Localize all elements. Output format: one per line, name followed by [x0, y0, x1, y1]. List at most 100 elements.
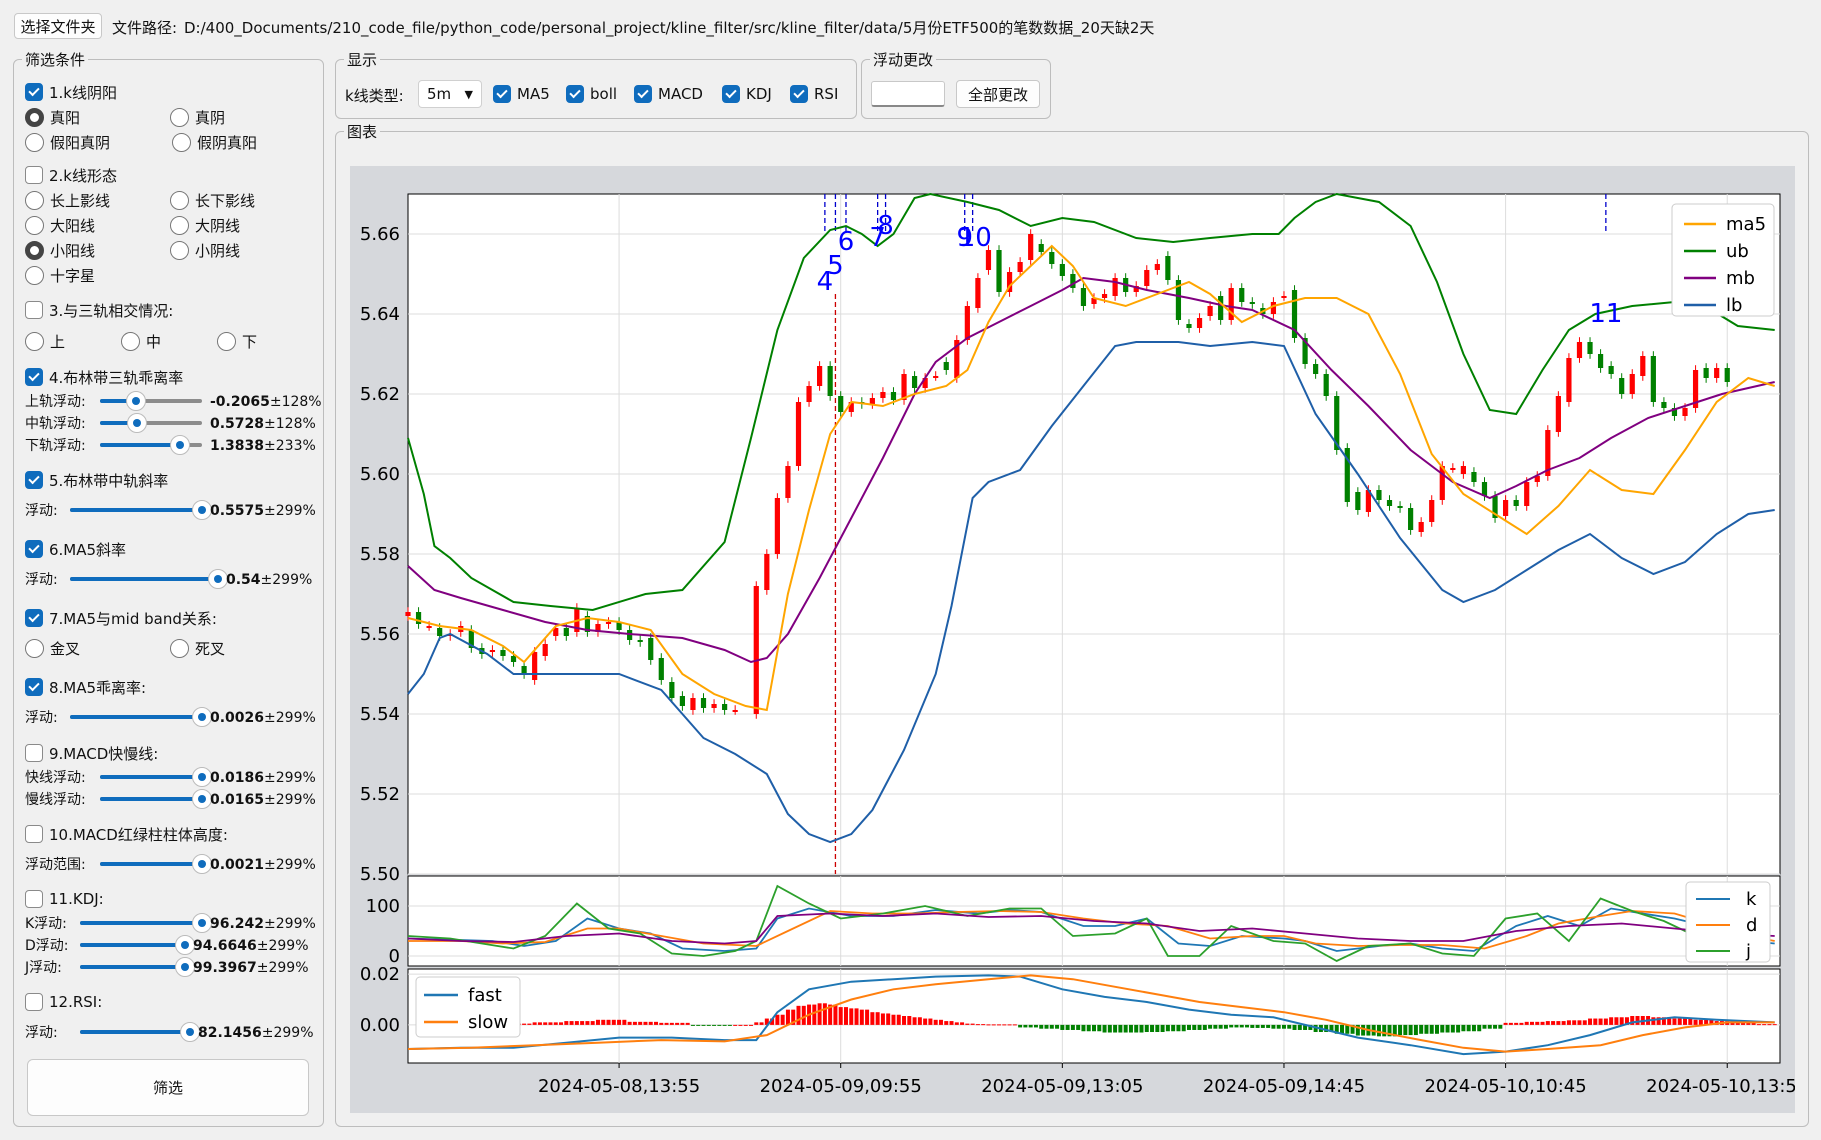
candle-body: [658, 658, 664, 680]
slider-handle[interactable]: [125, 391, 146, 411]
slider-track[interactable]: [100, 789, 212, 809]
macd-bar: [1044, 1024, 1049, 1029]
filter-c2-radio-1[interactable]: 长下影线: [170, 189, 255, 211]
filter-c2-checkbox[interactable]: 2.k线形态: [25, 164, 117, 186]
candle-body: [1070, 274, 1076, 288]
slider-track[interactable]: [70, 500, 212, 520]
slider-handle[interactable]: [192, 789, 212, 809]
slider-track[interactable]: [100, 435, 202, 455]
macd-bar: [701, 1024, 706, 1026]
toggle-rsi[interactable]: RSI: [790, 83, 838, 105]
slider-track[interactable]: [80, 913, 212, 933]
slider-track[interactable]: [100, 854, 212, 874]
slider-handle[interactable]: [192, 913, 212, 933]
slider-range: ±299%: [264, 770, 316, 786]
toggle-ma5[interactable]: MA5: [493, 83, 550, 105]
filter-c1-radio-0[interactable]: 真阳: [25, 106, 80, 128]
filter-c7-radio-0[interactable]: 金叉: [25, 637, 80, 659]
filter-c6-checkbox[interactable]: 6.MA5斜率: [25, 538, 126, 560]
macd-bar: [1376, 1024, 1381, 1037]
checkbox-icon: [25, 744, 43, 762]
filter-c3-radio-0[interactable]: 上: [25, 330, 65, 352]
filter-c4-s2-slider-row: 中轨浮动: 0.5728±128%: [25, 412, 316, 434]
macd-bar: [1588, 1018, 1593, 1025]
filter-c12-checkbox[interactable]: 12.RSI:: [25, 991, 102, 1013]
filter-c3-radio-1[interactable]: 中: [121, 330, 161, 352]
candle-body: [1692, 370, 1699, 408]
slider-handle[interactable]: [180, 1022, 200, 1042]
radio-icon: [170, 215, 189, 235]
slider-track[interactable]: [100, 767, 212, 787]
slider-track[interactable]: [100, 413, 202, 433]
slider-handle[interactable]: [175, 957, 195, 977]
radio-label: 小阴线: [195, 241, 241, 260]
slider-track[interactable]: [70, 569, 228, 589]
slider-handle[interactable]: [126, 413, 147, 433]
filter-c2-radio-6[interactable]: 十字星: [25, 264, 95, 286]
slider-track[interactable]: [80, 957, 195, 977]
filter-c3-checkbox[interactable]: 3.与三轨相交情况:: [25, 299, 173, 321]
slider-track[interactable]: [70, 707, 212, 727]
macd-bar: [1223, 1024, 1228, 1029]
apply-all-button[interactable]: 全部更改: [956, 80, 1040, 108]
float-change-input[interactable]: [871, 81, 945, 107]
slider-label: 浮动范围:: [25, 857, 86, 873]
macd-bar: [1656, 1017, 1661, 1025]
filter-c10-checkbox[interactable]: 10.MACD红绿柱柱体高度:: [25, 823, 228, 845]
slider-handle[interactable]: [192, 500, 212, 520]
filter-c2-radio-4[interactable]: 小阳线: [25, 239, 95, 261]
macd-bar: [638, 1021, 643, 1025]
filter-c8-checkbox[interactable]: 8.MA5乖离率:: [25, 676, 146, 698]
filter-c7-checkbox[interactable]: 7.MA5与mid band关系:: [25, 607, 217, 629]
slider-handle[interactable]: [175, 935, 195, 955]
slider-handle[interactable]: [192, 767, 212, 787]
slider-value: 0.0186: [210, 770, 265, 786]
macd-bar: [754, 1022, 759, 1025]
toggle-macd[interactable]: MACD: [634, 83, 703, 105]
filter-c2-radio-5[interactable]: 小阴线: [170, 239, 240, 261]
candle-body: [437, 628, 443, 636]
slider-track[interactable]: [80, 935, 195, 955]
filter-c2-radio-0[interactable]: 长上影线: [25, 189, 110, 211]
filter-c1-radio-3[interactable]: 假阴真阳: [172, 131, 257, 153]
slider-value: 99.3967: [193, 960, 257, 976]
slider-handle[interactable]: [169, 435, 190, 455]
filter-c1-radio-1[interactable]: 真阴: [170, 106, 225, 128]
select-folder-button[interactable]: 选择文件夹: [14, 13, 102, 39]
slider-handle[interactable]: [208, 569, 228, 589]
macd-bar: [1598, 1018, 1603, 1025]
candle-body: [1714, 368, 1720, 378]
filter-c1-radio-2[interactable]: 假阳真阴: [25, 131, 110, 153]
macd-bar: [648, 1021, 653, 1025]
macd-bar: [917, 1017, 922, 1025]
checkbox-icon: [493, 85, 511, 103]
radio-icon: [25, 190, 44, 210]
slider-handle[interactable]: [192, 854, 212, 874]
candle-body: [1555, 396, 1561, 432]
filter-c11-s2-slider-row: D浮动: 94.6646±299%: [25, 934, 309, 956]
filter-c2-radio-3[interactable]: 大阴线: [170, 214, 240, 236]
toggle-kdj[interactable]: KDJ: [722, 83, 772, 105]
filter-c4-checkbox[interactable]: 4.布林带三轨乖离率: [25, 366, 183, 388]
slider-fill: [70, 577, 218, 581]
macd-bar: [527, 1023, 532, 1025]
filter-c3-radio-2[interactable]: 下: [217, 330, 257, 352]
filter-c9-checkbox[interactable]: 9.MACD快慢线:: [25, 742, 158, 764]
filter-c7-radio-1[interactable]: 死叉: [170, 637, 225, 659]
filter-c2-radio-2[interactable]: 大阳线: [25, 214, 95, 236]
run-filter-button[interactable]: 筛选: [27, 1059, 309, 1116]
toggle-boll[interactable]: boll: [566, 83, 617, 105]
filter-c1-checkbox[interactable]: 1.k线阴阳: [25, 81, 117, 103]
kline-type-select[interactable]: 5m ▼: [418, 80, 482, 108]
macd-bar: [1361, 1024, 1366, 1036]
macd-bar: [970, 1023, 975, 1025]
slider-track[interactable]: [80, 1022, 200, 1042]
candle-body: [943, 362, 949, 370]
filter-c10-s-slider-row: 浮动范围: 0.0021±299%: [25, 853, 316, 875]
slider-handle[interactable]: [192, 707, 212, 727]
candle-body: [1629, 374, 1635, 394]
filter-c5-checkbox[interactable]: 5.布林带中轨斜率: [25, 469, 168, 491]
x-tick-label: 2024-05-10,10:45: [1424, 1076, 1586, 1097]
slider-track[interactable]: [100, 391, 202, 411]
filter-c11-checkbox[interactable]: 11.KDJ:: [25, 888, 104, 910]
